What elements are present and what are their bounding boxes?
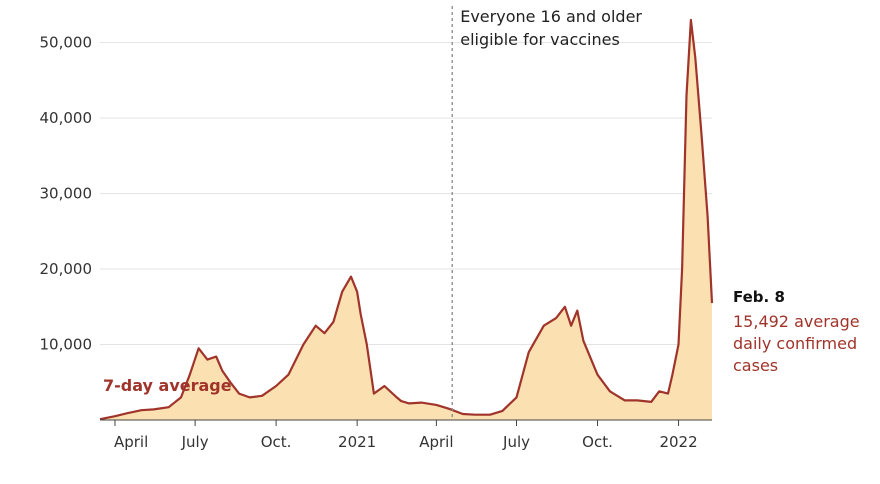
series-label-7-day-average: 7-day average	[103, 376, 232, 395]
x-axis-ticks: April July Oct. 2021 April July Oct. 2022	[114, 420, 698, 451]
y-tick-label: 20,000	[40, 260, 93, 278]
x-tick-label: 2021	[338, 433, 376, 451]
x-tick-label: April	[419, 433, 453, 451]
y-axis-tick-labels: 10,000 20,000 30,000 40,000 50,000	[40, 34, 93, 354]
x-tick-label: Oct.	[261, 433, 292, 451]
end-label-line-2: daily confirmed	[733, 334, 857, 353]
x-tick-label: Oct.	[582, 433, 613, 451]
end-label-date: Feb. 8	[733, 288, 785, 306]
y-tick-label: 40,000	[40, 109, 93, 127]
y-tick-label: 50,000	[40, 34, 93, 52]
x-tick-label: 2022	[659, 433, 697, 451]
y-tick-label: 30,000	[40, 185, 93, 203]
end-label-line-1: 15,492 average	[733, 312, 860, 331]
y-tick-label: 10,000	[40, 336, 93, 354]
end-label-line-3: cases	[733, 356, 778, 375]
x-tick-label: April	[114, 433, 148, 451]
gridlines	[100, 42, 712, 346]
annotation-line-2: eligible for vaccines	[460, 30, 620, 49]
cases-area-fill	[100, 20, 712, 420]
annotation-line-1: Everyone 16 and older	[460, 7, 642, 26]
x-tick-label: July	[502, 433, 530, 451]
cases-series-line	[99, 18, 714, 421]
x-tick-label: July	[181, 433, 209, 451]
